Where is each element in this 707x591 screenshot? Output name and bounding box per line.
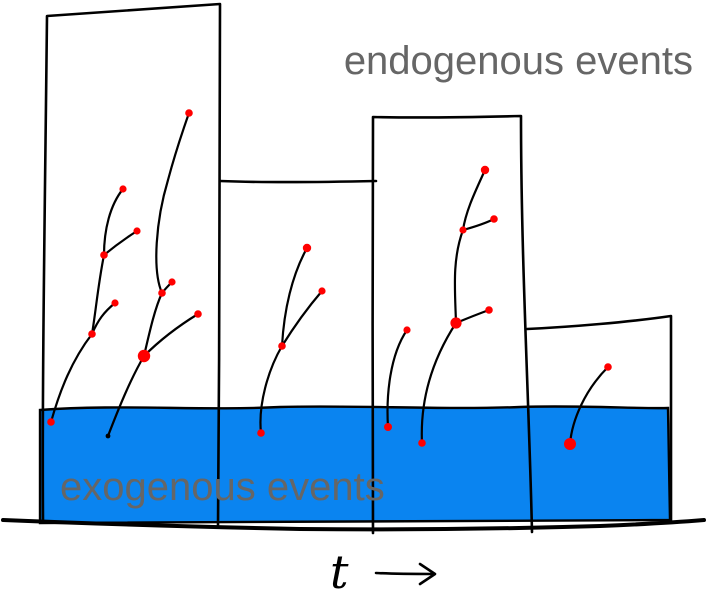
event-dot (119, 185, 127, 193)
event-dot (137, 349, 151, 363)
exogenous-band (38, 405, 672, 525)
event-dot (278, 342, 286, 350)
event-dot (133, 227, 141, 235)
cascade-1 (47, 185, 141, 426)
event-dot (564, 438, 576, 450)
cascade-1-branch (102, 229, 139, 257)
event-dot (384, 423, 392, 431)
event-dot (47, 418, 55, 426)
cascade-6 (564, 363, 612, 450)
cascade-3-branch (280, 246, 309, 348)
cascade-4 (384, 326, 411, 431)
cascade-5-branch (461, 168, 487, 232)
event-dot (100, 251, 108, 259)
event-dot (490, 215, 498, 223)
cascade-2-branch (142, 291, 164, 358)
cascade-2-branch (155, 111, 191, 295)
bar-2-outline (218, 179, 378, 184)
cascade-3-branch (259, 344, 284, 435)
cascade-2 (105, 109, 202, 439)
cascade-2-branch (106, 354, 146, 438)
bar-4-outline (525, 314, 673, 523)
time-label: t (330, 545, 349, 591)
cascade-5-branch (453, 228, 465, 325)
cascade-1-branch (49, 332, 94, 424)
cascade-1-branch (102, 187, 125, 257)
event-dot (105, 433, 111, 439)
time-arrow-icon (374, 562, 437, 586)
event-dot (485, 306, 493, 314)
cascade-5 (418, 165, 498, 447)
event-dot (318, 287, 326, 295)
event-dot (168, 278, 176, 286)
cascade-3-branch (280, 289, 324, 348)
event-dot (185, 109, 193, 117)
event-dot (418, 439, 426, 447)
event-dot (88, 330, 96, 338)
cascade-6-branch (568, 365, 610, 446)
time-axis-line (1, 518, 706, 532)
cascade-5-branch (461, 217, 496, 232)
event-dot (459, 226, 467, 234)
event-dot (450, 317, 462, 329)
cascade-3 (257, 243, 326, 437)
bar-3-outline (371, 114, 534, 535)
event-dot (403, 326, 411, 334)
event-dot (257, 429, 265, 437)
endogenous-events-label: endogenous events (344, 39, 693, 83)
cascade-5-branch (420, 321, 458, 445)
bar-1-outline (41, 2, 222, 528)
cascade-4-branch (386, 328, 409, 429)
event-dot (111, 299, 119, 307)
event-dot (158, 289, 166, 297)
cascade-2-branch (142, 312, 200, 358)
event-dot (604, 363, 612, 371)
event-dot (302, 243, 312, 253)
exogenous-events-label: exogenous events (60, 465, 385, 509)
event-dot (480, 165, 490, 175)
cascade-1-branch (90, 253, 106, 336)
event-dot (194, 310, 202, 318)
